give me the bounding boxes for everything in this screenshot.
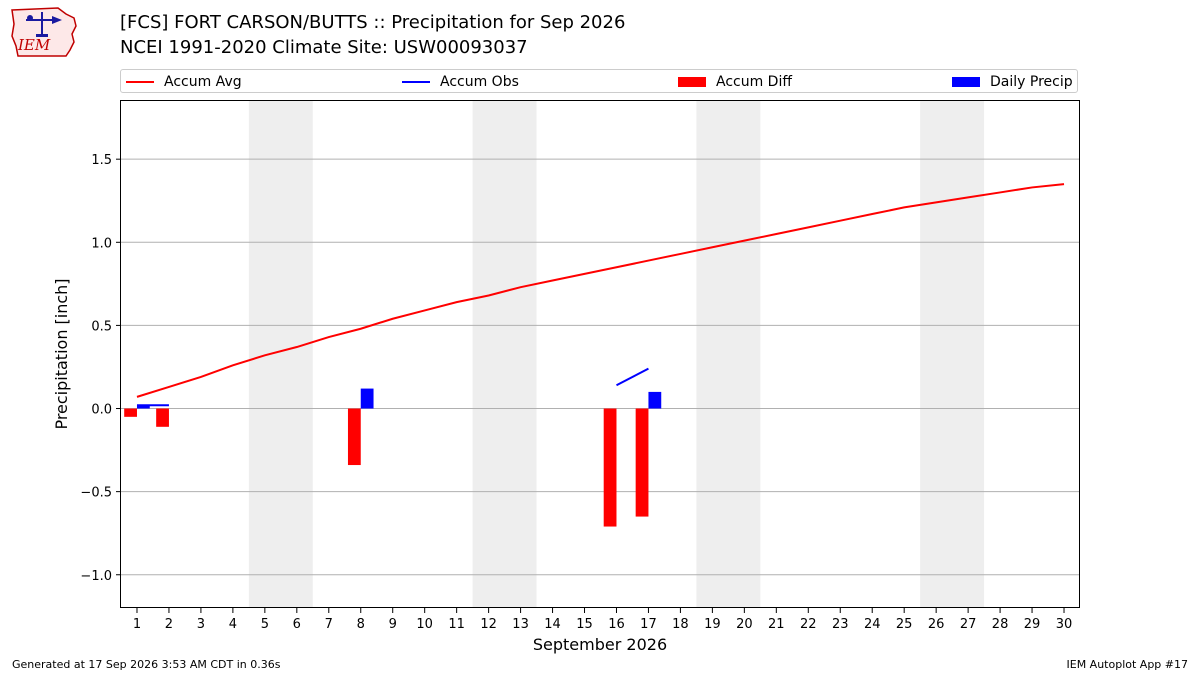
x-tick-label: 21 — [768, 617, 785, 632]
y-tick-label: −1.0 — [80, 569, 112, 584]
accum-obs-series — [136, 367, 649, 407]
chart-subtitle: NCEI 1991-2020 Climate Site: USW00093037 — [120, 37, 528, 58]
accum-diff-bar — [156, 408, 169, 427]
x-tick-label: 16 — [608, 617, 625, 632]
accum-diff-bar — [635, 408, 649, 517]
daily-precip-bar — [648, 391, 662, 409]
x-tick-label: 18 — [672, 617, 689, 632]
x-tick-label: 13 — [512, 617, 529, 632]
legend-swatch-daily-precip — [952, 77, 980, 87]
x-tick-label: 27 — [960, 617, 977, 632]
x-axis-label: September 2026 — [533, 635, 667, 654]
x-tick-label: 19 — [704, 617, 721, 632]
accum-avg-series — [136, 183, 1065, 398]
daily-precip-bar — [136, 405, 150, 409]
legend-label: Accum Obs — [440, 74, 519, 90]
x-tick-label: 23 — [832, 617, 849, 632]
x-tick-label: 11 — [448, 617, 465, 632]
accum-obs-line — [616, 367, 649, 387]
accum-diff-bar — [603, 408, 617, 527]
legend-item-daily-precip: Daily Precip — [952, 70, 1073, 94]
y-axis-label: Precipitation [inch] — [52, 278, 71, 429]
weekend-shading — [248, 101, 985, 608]
x-tick-label: 25 — [896, 617, 913, 632]
x-tick-label: 4 — [229, 617, 237, 632]
x-tick-label: 1 — [133, 617, 141, 632]
gridlines — [121, 158, 1080, 576]
y-tick-label: 1.0 — [91, 236, 112, 251]
legend-item-accum-diff: Accum Diff — [678, 70, 792, 94]
accum-diff-bars — [124, 408, 649, 527]
weekend-shade — [248, 101, 313, 608]
generated-timestamp: Generated at 17 Sep 2026 3:53 AM CDT in … — [12, 658, 281, 671]
y-tick-label: 1.5 — [91, 153, 112, 168]
legend-swatch-accum-diff — [678, 77, 706, 87]
x-tick-label: 2 — [165, 617, 173, 632]
x-tick-label: 7 — [325, 617, 333, 632]
legend-label: Accum Diff — [716, 74, 793, 90]
weekend-shade — [920, 101, 985, 608]
x-tick-label: 10 — [416, 617, 433, 632]
y-axis-ticks: 1.5 1.0 0.5 0.0 −0.5 −1.0 — [80, 153, 121, 584]
y-tick-label: 0.0 — [91, 403, 112, 418]
app-credit: IEM Autoplot App #17 — [1066, 658, 1189, 671]
x-tick-label: 22 — [800, 617, 817, 632]
legend-label: Accum Avg — [164, 74, 242, 90]
x-tick-label: 29 — [1024, 617, 1041, 632]
accum-diff-bar — [124, 408, 137, 417]
legend-item-accum-obs: Accum Obs — [402, 70, 519, 94]
x-tick-label: 8 — [357, 617, 365, 632]
accum-diff-bar — [347, 408, 361, 466]
weekend-shade — [472, 101, 537, 608]
legend-swatch-accum-avg — [126, 81, 154, 83]
plot-frame — [120, 100, 1080, 608]
legend-label: Daily Precip — [990, 74, 1073, 90]
x-tick-label: 6 — [293, 617, 301, 632]
weekend-shade — [696, 101, 761, 608]
iem-logo: IEM — [11, 7, 77, 57]
legend-swatch-accum-obs — [402, 81, 430, 83]
accum-avg-line — [136, 183, 1065, 398]
x-tick-label: 28 — [992, 617, 1009, 632]
x-axis-ticks: 1 2 3 4 5 6 7 8 9 10 11 12 13 14 15 16 17 18 19 20 21 22 23 24 2… — [133, 608, 1072, 632]
y-tick-label: 0.5 — [91, 319, 112, 334]
x-tick-label: 17 — [640, 617, 657, 632]
legend-item-accum-avg: Accum Avg — [126, 70, 242, 94]
x-tick-label: 12 — [480, 617, 497, 632]
x-tick-label: 30 — [1056, 617, 1073, 632]
x-tick-label: 14 — [544, 617, 561, 632]
daily-precip-bars — [136, 388, 662, 409]
chart-legend: Accum Avg Accum Obs Accum Diff Daily Pre… — [120, 69, 1078, 93]
x-tick-label: 9 — [389, 617, 397, 632]
logo-text: IEM — [17, 36, 51, 54]
x-tick-label: 20 — [736, 617, 753, 632]
x-tick-label: 15 — [576, 617, 593, 632]
chart-title: [FCS] FORT CARSON/BUTTS :: Precipitation… — [120, 12, 626, 33]
x-tick-label: 26 — [928, 617, 945, 632]
x-tick-label: 24 — [864, 617, 881, 632]
x-tick-label: 3 — [197, 617, 205, 632]
y-tick-label: −0.5 — [80, 486, 112, 501]
x-tick-label: 5 — [261, 617, 269, 632]
daily-precip-bar — [360, 388, 374, 409]
